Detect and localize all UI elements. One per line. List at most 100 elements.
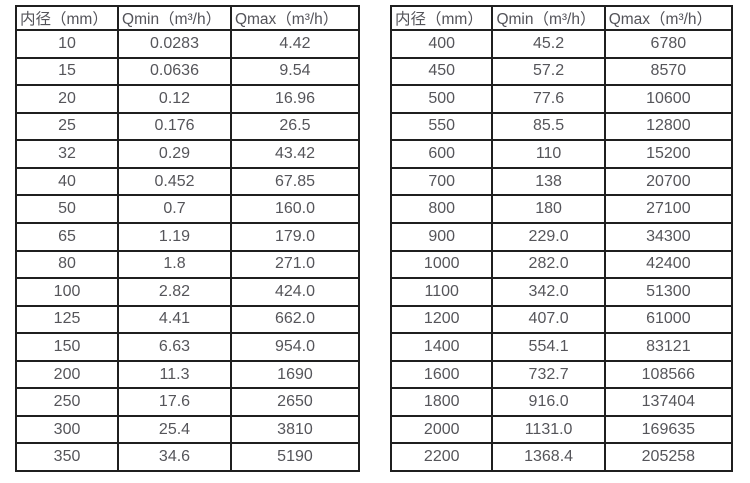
table-cell: 1690 <box>229 359 361 390</box>
table-row: 50 0.7 160.0 <box>14 194 361 224</box>
flow-table-small-diameters: 内径（mm） Qmin（m³/h） Qmax（m³/h） 10 0.0283 4.42 15… <box>14 5 361 472</box>
table-cell: 3810 <box>229 414 361 445</box>
table-cell: 0.452 <box>117 166 232 197</box>
table-cell: 34.6 <box>117 442 232 472</box>
table-row: 1400 554.1 83121 <box>389 332 734 362</box>
table-cell: 67.85 <box>229 166 361 197</box>
table-row: 1600 732.7 108566 <box>389 359 734 390</box>
table-cell: 1400 <box>389 332 494 362</box>
table-row: 2000 1131.0 169635 <box>389 414 734 445</box>
table-cell: 77.6 <box>491 84 606 114</box>
table-cell: 169635 <box>603 414 734 445</box>
table-row: 1800 916.0 137404 <box>389 387 734 417</box>
table-row: 1200 407.0 61000 <box>389 304 734 335</box>
table-cell: 916.0 <box>491 387 606 417</box>
table-cell: 800 <box>389 194 494 224</box>
table-cell: 137404 <box>603 387 734 417</box>
table-row: 20 0.12 16.96 <box>14 84 361 114</box>
table-cell: 11.3 <box>117 359 232 390</box>
table-row: 500 77.6 10600 <box>389 84 734 114</box>
table-cell: 16.96 <box>229 84 361 114</box>
table-cell: 125 <box>14 304 120 335</box>
table-cell: 80 <box>14 249 120 280</box>
table-cell: 700 <box>389 166 494 197</box>
table-cell: 180 <box>491 194 606 224</box>
table-row: 450 57.2 8570 <box>389 56 734 87</box>
table-row: 900 229.0 34300 <box>389 221 734 252</box>
table-row: 800 180 27100 <box>389 194 734 224</box>
header-cell: Qmax（m³/h） <box>603 5 734 31</box>
table-cell: 2650 <box>229 387 361 417</box>
table-cell: 2000 <box>389 414 494 445</box>
table-row: 150 6.63 954.0 <box>14 332 361 362</box>
table-row: 1000 282.0 42400 <box>389 249 734 280</box>
table-row: 700 138 20700 <box>389 166 734 197</box>
header-cell: 内径（mm） <box>389 5 494 31</box>
table-cell: 83121 <box>603 332 734 362</box>
table-cell: 407.0 <box>491 304 606 335</box>
table-cell: 0.0636 <box>117 56 232 87</box>
table-cell: 400 <box>389 29 494 59</box>
table-cell: 282.0 <box>491 249 606 280</box>
table-cell: 205258 <box>603 442 734 472</box>
flow-table-large-diameters: 内径（mm） Qmin（m³/h） Qmax（m³/h） 400 45.2 6780 450… <box>389 5 734 472</box>
header-cell: Qmax（m³/h） <box>229 5 361 31</box>
header-cell: Qmin（m³/h） <box>117 5 232 31</box>
header-cell: Qmin（m³/h） <box>491 5 606 31</box>
table-cell: 25 <box>14 111 120 142</box>
table-cell: 0.7 <box>117 194 232 224</box>
table-cell: 2.82 <box>117 277 232 307</box>
table-cell: 1.8 <box>117 249 232 280</box>
table-cell: 9.54 <box>229 56 361 87</box>
header-row: 内径（mm） Qmin（m³/h） Qmax（m³/h） <box>14 5 361 31</box>
table-cell: 50 <box>14 194 120 224</box>
table-cell: 160.0 <box>229 194 361 224</box>
table-row: 80 1.8 271.0 <box>14 249 361 280</box>
table-cell: 100 <box>14 277 120 307</box>
table-cell: 342.0 <box>491 277 606 307</box>
table-cell: 4.42 <box>229 29 361 59</box>
table-cell: 138 <box>491 166 606 197</box>
table-cell: 15200 <box>603 139 734 169</box>
header-row: 内径（mm） Qmin（m³/h） Qmax（m³/h） <box>389 5 734 31</box>
table-cell: 2200 <box>389 442 494 472</box>
table-row: 125 4.41 662.0 <box>14 304 361 335</box>
table-cell: 61000 <box>603 304 734 335</box>
table-cell: 500 <box>389 84 494 114</box>
table-cell: 732.7 <box>491 359 606 390</box>
table-row: 15 0.0636 9.54 <box>14 56 361 87</box>
table-cell: 32 <box>14 139 120 169</box>
table-cell: 0.176 <box>117 111 232 142</box>
table-cell: 6780 <box>603 29 734 59</box>
table-cell: 424.0 <box>229 277 361 307</box>
table-cell: 65 <box>14 221 120 252</box>
table-cell: 20 <box>14 84 120 114</box>
table-cell: 0.29 <box>117 139 232 169</box>
table-cell: 1000 <box>389 249 494 280</box>
table-cell: 45.2 <box>491 29 606 59</box>
table-row: 250 17.6 2650 <box>14 387 361 417</box>
table-cell: 450 <box>389 56 494 87</box>
table-cell: 1600 <box>389 359 494 390</box>
table-cell: 10 <box>14 29 120 59</box>
table-cell: 17.6 <box>117 387 232 417</box>
table-cell: 229.0 <box>491 221 606 252</box>
table-cell: 0.12 <box>117 84 232 114</box>
table-cell: 110 <box>491 139 606 169</box>
table-row: 25 0.176 26.5 <box>14 111 361 142</box>
table-cell: 4.41 <box>117 304 232 335</box>
table-cell: 43.42 <box>229 139 361 169</box>
table-cell: 34300 <box>603 221 734 252</box>
table-cell: 15 <box>14 56 120 87</box>
table-row: 400 45.2 6780 <box>389 29 734 59</box>
table-cell: 51300 <box>603 277 734 307</box>
table-cell: 250 <box>14 387 120 417</box>
table-cell: 108566 <box>603 359 734 390</box>
table-row: 100 2.82 424.0 <box>14 277 361 307</box>
table-cell: 900 <box>389 221 494 252</box>
table-row: 2200 1368.4 205258 <box>389 442 734 472</box>
table-cell: 954.0 <box>229 332 361 362</box>
table-cell: 1.19 <box>117 221 232 252</box>
table-row: 10 0.0283 4.42 <box>14 29 361 59</box>
